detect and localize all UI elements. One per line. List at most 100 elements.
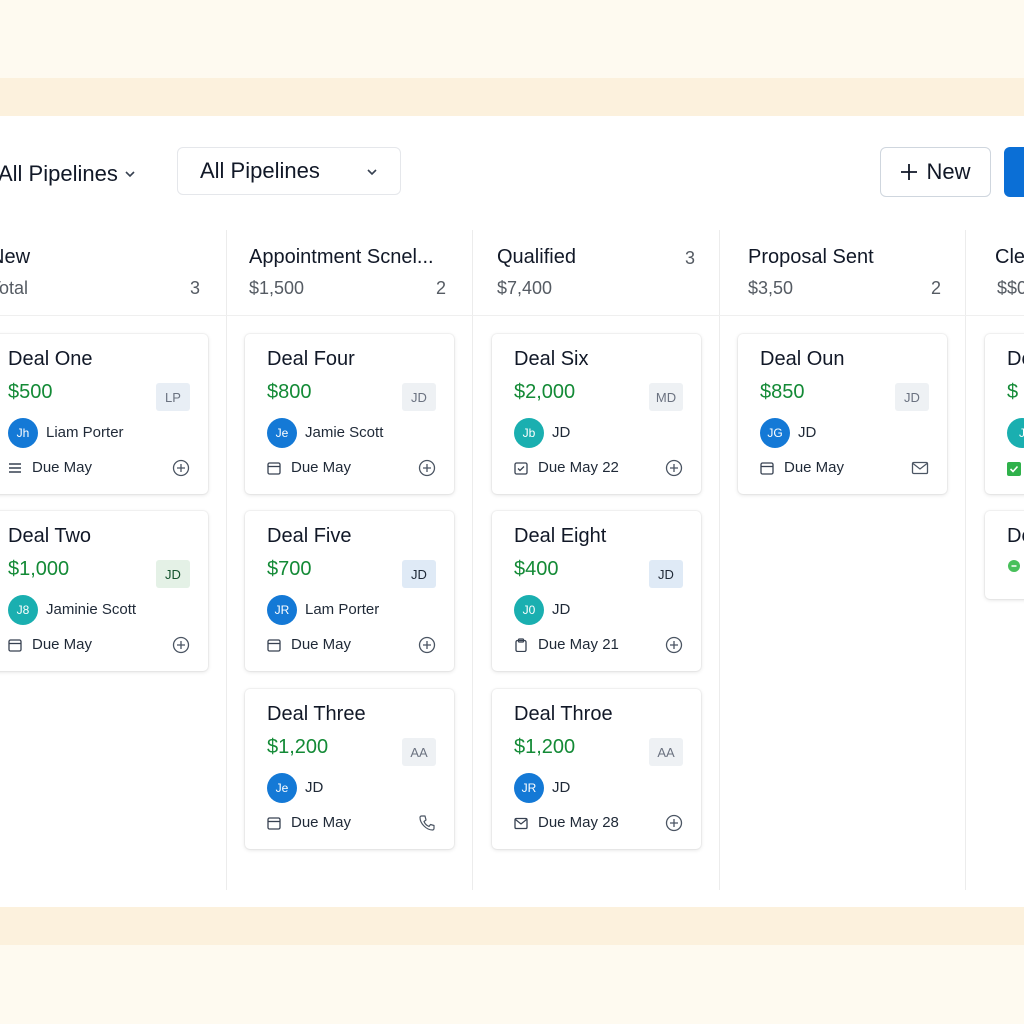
column-amount-appointment: $1,500: [249, 278, 305, 298]
column-title-new: New: [0, 246, 31, 268]
bottom-band: [0, 907, 1024, 945]
pipeline-select[interactable]: All Pipelines: [177, 147, 401, 195]
new-button-label: New: [926, 159, 971, 184]
column-amount-qualified: $7,400: [497, 278, 553, 298]
column-amount-new: Total: [0, 278, 29, 298]
deal-title: De: [1007, 525, 1024, 547]
due-date: Due May: [291, 459, 352, 476]
plus-circle-icon[interactable]: [418, 459, 436, 477]
assignee-badge: JD: [402, 383, 436, 411]
deal-card[interactable]: Deal Six $2,000 MD Jb JD Due May 22: [492, 334, 701, 494]
column-title-closed: Cle: [995, 246, 1024, 268]
deal-amount: $400: [514, 558, 559, 580]
pipeline-select-value: All Pipelines: [200, 158, 320, 183]
header-divider: [0, 315, 1024, 316]
list-icon: [9, 463, 21, 473]
due-date: Due May: [784, 459, 845, 476]
avatar: JG: [760, 418, 790, 448]
pipeline-board-app: All Pipelines All Pipelines New New Tota…: [0, 116, 1024, 907]
calendar-check-icon: [514, 462, 528, 475]
deal-card[interactable]: Deal Two $1,000 JD J8 Jaminie Scott Due …: [0, 511, 208, 671]
column-amount-closed: $$0: [997, 278, 1024, 298]
assignee-badge: MD: [649, 383, 683, 411]
deal-card[interactable]: Deal One $500 LP Jh Liam Porter Due May: [0, 334, 208, 494]
calendar-icon: [8, 639, 22, 652]
calendar-icon: [267, 462, 281, 475]
assignee-badge: LP: [156, 383, 190, 411]
column-amount-proposal-sent: $3,50: [748, 278, 794, 298]
plus-circle-icon[interactable]: [172, 636, 190, 654]
calendar-icon: [267, 639, 281, 652]
column-count-qualified: 3: [684, 248, 695, 268]
assignee-badge: JD: [649, 560, 683, 588]
plus-icon: [901, 164, 918, 180]
due-date: Due May 21: [538, 636, 619, 653]
deal-card[interactable]: Deal Four $800 JD Jе Jamie Scott Due May: [245, 334, 454, 494]
deal-amount: $: [1007, 381, 1019, 403]
deal-card[interactable]: De $ J: [985, 334, 1024, 494]
deal-title: Deal Five: [267, 525, 352, 547]
assignee-badge: AA: [649, 738, 683, 766]
plus-circle-icon[interactable]: [665, 636, 683, 654]
mail-icon: [514, 817, 528, 830]
avatar: Jb: [514, 418, 544, 448]
column-count-new: 3: [189, 278, 200, 298]
avatar: Jе: [267, 418, 297, 448]
deal-amount: $1,000: [8, 558, 70, 580]
deal-title: Deal Three: [267, 703, 366, 725]
calendar-icon: [760, 462, 774, 475]
new-button[interactable]: New: [880, 147, 991, 197]
deal-title: Deal Four: [267, 348, 355, 370]
status-dot-icon: [1008, 560, 1020, 572]
plus-circle-icon[interactable]: [418, 636, 436, 654]
pipeline-menu[interactable]: All Pipelines: [0, 160, 136, 188]
avatar: J0: [514, 595, 544, 625]
deal-title: De: [1007, 348, 1024, 370]
deal-card[interactable]: Deal Throe $1,200 AA JR JD Due May 28: [492, 689, 701, 849]
deal-owner: JD: [552, 424, 571, 441]
deal-card[interactable]: Deal Five $700 JD JR Lam Porter Due May: [245, 511, 454, 671]
column-count-appointment: 2: [435, 278, 446, 298]
deal-card[interactable]: Deal Eight $400 JD J0 JD Due May 21: [492, 511, 701, 671]
deal-card[interactable]: De: [985, 511, 1024, 599]
primary-action-button[interactable]: [1004, 147, 1024, 197]
deal-title: Deal Two: [8, 525, 92, 547]
due-date: Due May: [291, 636, 352, 653]
deal-amount: $500: [8, 381, 53, 403]
plus-circle-icon[interactable]: [665, 459, 683, 477]
column-count-proposal-sent: 2: [930, 278, 941, 298]
due-date: Due May: [291, 814, 352, 831]
chevron-down-icon: [125, 171, 135, 178]
deal-title: Deal Throe: [514, 703, 613, 725]
deal-amount: $2,000: [514, 381, 576, 403]
deal-owner: JD: [552, 601, 571, 618]
column-title-proposal-sent: Proposal Sent: [748, 246, 874, 268]
mail-icon[interactable]: [911, 459, 929, 477]
deal-title: Deal One: [8, 348, 93, 370]
deal-title: Deal Eight: [514, 525, 607, 547]
phone-icon[interactable]: [418, 814, 436, 832]
column-divider: [472, 230, 473, 890]
plus-circle-icon[interactable]: [665, 814, 683, 832]
pipeline-menu-label: All Pipelines: [0, 161, 118, 186]
avatar: Jh: [8, 418, 38, 448]
avatar: J8: [8, 595, 38, 625]
due-date: Due May: [32, 636, 93, 653]
assignee-badge: JD: [895, 383, 929, 411]
deal-owner: Liam Porter: [46, 424, 124, 441]
plus-circle-icon[interactable]: [172, 459, 190, 477]
deal-amount: $1,200: [267, 736, 329, 758]
column-divider: [226, 230, 227, 890]
column-divider: [965, 230, 966, 890]
deal-card[interactable]: Deal Three $1,200 AA Jе JD Due May: [245, 689, 454, 849]
clipboard-icon: [515, 638, 527, 652]
deal-card[interactable]: Deal Oun $850 JD JG JD Due May: [738, 334, 947, 494]
deal-amount: $700: [267, 558, 312, 580]
deal-owner: JD: [798, 424, 817, 441]
deal-title: Deal Oun: [760, 348, 845, 370]
column-divider: [719, 230, 720, 890]
avatar: Jе: [267, 773, 297, 803]
top-band: [0, 78, 1024, 116]
deal-owner: JD: [305, 779, 324, 796]
deal-amount: $1,200: [514, 736, 576, 758]
